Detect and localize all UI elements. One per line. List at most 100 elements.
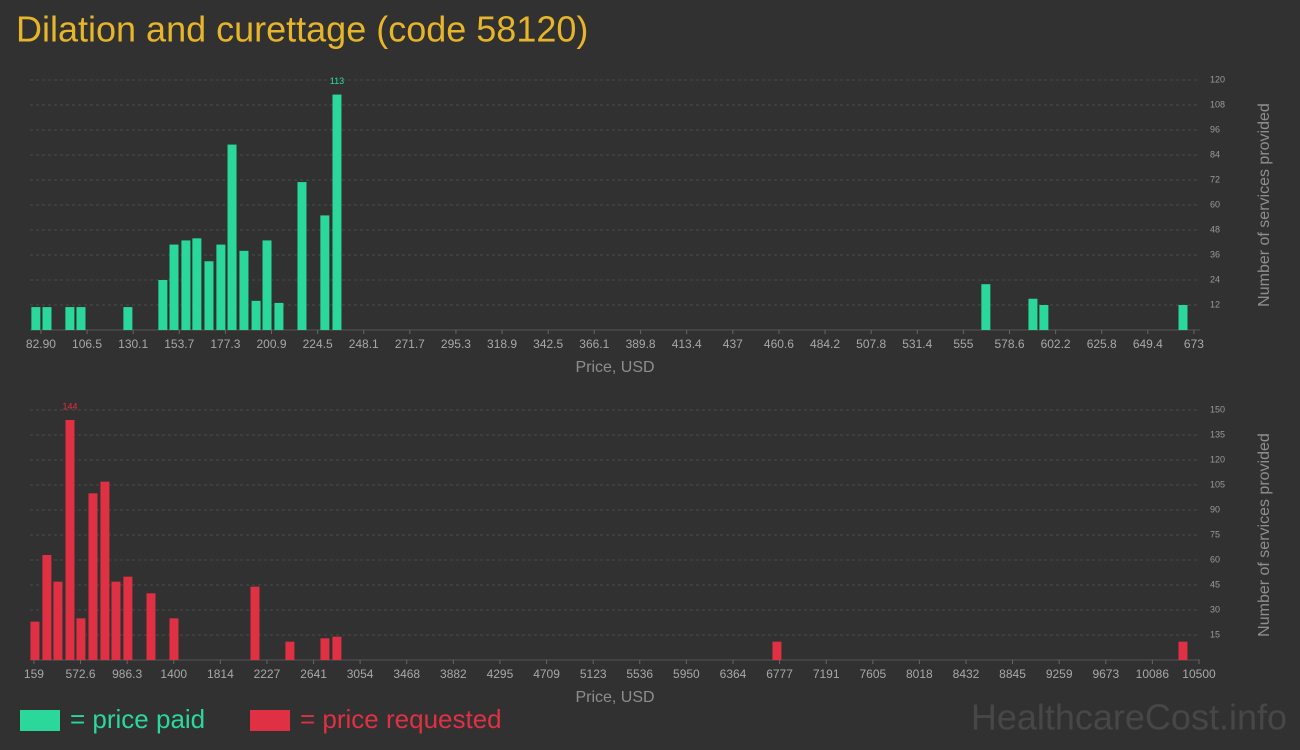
bar bbox=[111, 581, 121, 660]
y-tick-label: 12 bbox=[1210, 299, 1220, 309]
x-tick-label: 9673 bbox=[1092, 667, 1119, 681]
x-tick-label: 295.3 bbox=[441, 337, 471, 351]
legend-swatch bbox=[20, 710, 60, 731]
x-tick-label: 5950 bbox=[673, 667, 700, 681]
x-tick-label: 200.9 bbox=[256, 337, 286, 351]
y-tick-label: 84 bbox=[1210, 149, 1220, 159]
y-tick-label: 45 bbox=[1210, 579, 1220, 589]
bar bbox=[1028, 298, 1038, 330]
x-axis-title: Price, USD bbox=[575, 359, 654, 376]
x-tick-label: 82.90 bbox=[26, 337, 56, 351]
bar bbox=[123, 576, 133, 660]
x-tick-label: 224.5 bbox=[303, 337, 333, 351]
legend-label: = price requested bbox=[300, 704, 502, 734]
y-tick-label: 60 bbox=[1210, 199, 1220, 209]
x-tick-label: 555 bbox=[953, 337, 973, 351]
bar bbox=[320, 215, 330, 330]
y-tick-label: 24 bbox=[1210, 274, 1220, 284]
x-tick-label: 8018 bbox=[906, 667, 933, 681]
x-tick-label: 1400 bbox=[160, 667, 187, 681]
x-tick-label: 153.7 bbox=[164, 337, 194, 351]
x-tick-label: 602.2 bbox=[1041, 337, 1071, 351]
x-tick-label: 484.2 bbox=[810, 337, 840, 351]
y-tick-label: 15 bbox=[1210, 629, 1220, 639]
bar bbox=[332, 94, 342, 330]
y-tick-label: 96 bbox=[1210, 124, 1220, 134]
bar bbox=[216, 244, 226, 330]
x-tick-label: 3468 bbox=[393, 667, 420, 681]
x-tick-label: 389.8 bbox=[626, 337, 656, 351]
x-tick-label: 10086 bbox=[1136, 667, 1170, 681]
x-tick-label: 6364 bbox=[720, 667, 747, 681]
x-tick-label: 8432 bbox=[953, 667, 980, 681]
x-tick-label: 8845 bbox=[999, 667, 1026, 681]
bar bbox=[53, 581, 63, 660]
x-tick-label: 318.9 bbox=[487, 337, 517, 351]
bar bbox=[169, 244, 179, 330]
bar bbox=[320, 638, 330, 660]
x-tick-label: 106.5 bbox=[72, 337, 102, 351]
bar bbox=[251, 300, 261, 330]
bar bbox=[239, 250, 249, 330]
bar bbox=[76, 307, 86, 330]
x-tick-label: 342.5 bbox=[533, 337, 563, 351]
x-tick-label: 578.6 bbox=[994, 337, 1024, 351]
y-tick-label: 75 bbox=[1210, 529, 1220, 539]
bar bbox=[65, 420, 75, 660]
data-label: 144 bbox=[62, 401, 77, 411]
y-tick-label: 72 bbox=[1210, 174, 1220, 184]
x-tick-label: 5123 bbox=[580, 667, 607, 681]
bar bbox=[204, 261, 214, 330]
bar bbox=[76, 618, 86, 660]
data-label: 113 bbox=[330, 76, 344, 86]
x-tick-label: 5536 bbox=[626, 667, 653, 681]
bar bbox=[146, 593, 156, 660]
x-tick-label: 1814 bbox=[207, 667, 234, 681]
y-tick-label: 48 bbox=[1210, 224, 1220, 234]
bar bbox=[274, 302, 284, 330]
y-tick-label: 135 bbox=[1210, 429, 1225, 439]
x-tick-label: 7191 bbox=[813, 667, 840, 681]
bar bbox=[42, 307, 52, 330]
x-tick-label: 177.3 bbox=[210, 337, 240, 351]
bar bbox=[42, 555, 52, 660]
bar bbox=[158, 280, 168, 330]
y-tick-label: 90 bbox=[1210, 504, 1220, 514]
bar bbox=[297, 182, 307, 330]
bar bbox=[65, 307, 75, 330]
x-tick-label: 625.8 bbox=[1087, 337, 1117, 351]
bar bbox=[31, 307, 41, 330]
bar bbox=[100, 481, 110, 660]
y-tick-label: 150 bbox=[1210, 404, 1225, 414]
x-tick-label: 271.7 bbox=[395, 337, 425, 351]
x-tick-label: 2641 bbox=[300, 667, 327, 681]
x-tick-label: 10500 bbox=[1182, 667, 1216, 681]
bar bbox=[123, 307, 133, 330]
bar bbox=[1178, 305, 1188, 330]
x-tick-label: 460.6 bbox=[764, 337, 794, 351]
bar bbox=[30, 621, 40, 660]
x-tick-label: 507.8 bbox=[856, 337, 886, 351]
bar bbox=[772, 641, 782, 660]
x-tick-label: 4709 bbox=[533, 667, 560, 681]
y-tick-label: 105 bbox=[1210, 479, 1225, 489]
legend-label: = price paid bbox=[70, 704, 205, 734]
chart-title: Dilation and curettage (code 58120) bbox=[16, 9, 588, 50]
x-axis-title: Price, USD bbox=[575, 689, 654, 706]
bar bbox=[1178, 641, 1188, 660]
y-tick-label: 60 bbox=[1210, 554, 1220, 564]
bar bbox=[88, 493, 98, 660]
x-tick-label: 673 bbox=[1184, 337, 1204, 351]
x-tick-label: 2227 bbox=[254, 667, 281, 681]
x-tick-label: 248.1 bbox=[349, 337, 379, 351]
x-tick-label: 159 bbox=[24, 667, 44, 681]
bar bbox=[181, 240, 191, 330]
bar bbox=[981, 284, 991, 330]
y-tick-label: 36 bbox=[1210, 249, 1220, 259]
x-tick-label: 986.3 bbox=[112, 667, 142, 681]
x-tick-label: 6777 bbox=[766, 667, 793, 681]
x-tick-label: 7605 bbox=[859, 667, 886, 681]
x-tick-label: 437 bbox=[723, 337, 743, 351]
x-tick-label: 130.1 bbox=[118, 337, 148, 351]
